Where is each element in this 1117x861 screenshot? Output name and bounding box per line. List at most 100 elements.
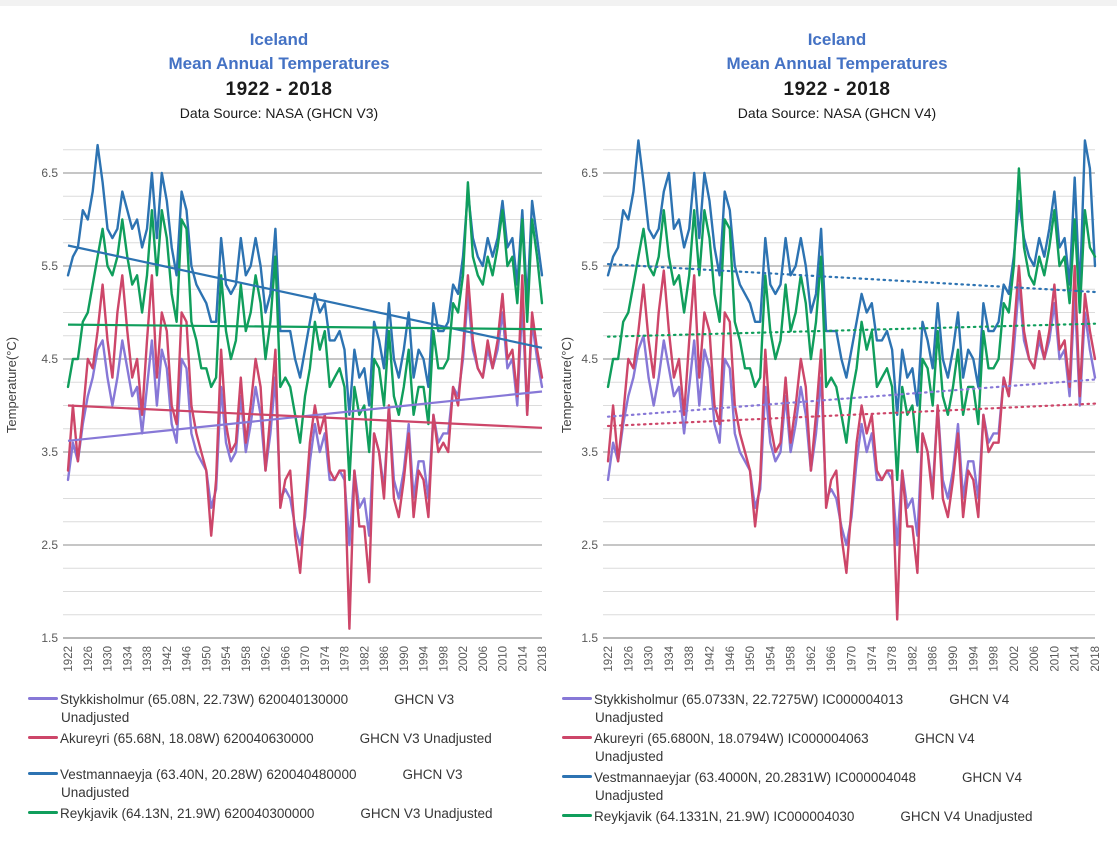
series-line-akureyri: [606, 264, 1097, 621]
x-tick-label: 2006: [1029, 646, 1041, 672]
x-tick-label: 1934: [122, 645, 134, 671]
y-tick-label: 3.5: [41, 445, 58, 459]
trendline-stykkisholmur: [606, 378, 1097, 418]
x-tick-label: 1970: [847, 646, 859, 672]
series-line-akureyri: [66, 274, 544, 630]
legend-item-akureyri: Akureyri (65.6800N, 18.0794W) IC00000406…: [562, 729, 1116, 766]
chart-data-source: Data Source: NASA (GHCN V4): [737, 105, 937, 121]
y-axis-title: Temperature(°C): [4, 337, 19, 433]
x-tick-label: 2002: [458, 646, 470, 672]
x-axis-tick-labels: 1922 1926 1930 1934 1938 1942 1946 1950 1954 1958…: [603, 645, 1102, 671]
x-tick-label: 1922: [603, 646, 615, 672]
x-axis-tick-labels: 1922 1926 1930 1934 1938 1942 1946 1950 1954 1958…: [63, 645, 549, 671]
chart-titles-v3: Iceland Mean Annual Temperatures 1922 - …: [0, 6, 558, 124]
x-tick-label: 1946: [182, 646, 194, 672]
legend-version: GHCN V4: [949, 692, 1010, 707]
legend-swatch-akureyri: [28, 736, 58, 740]
legend-label: Akureyri (65.6800N, 18.0794W) IC00000406…: [594, 731, 869, 746]
x-tick-label: 1930: [644, 646, 656, 672]
x-tick-label: 2006: [478, 646, 490, 672]
gridlines: [603, 149, 1095, 639]
y-tick-label: 6.5: [41, 166, 58, 180]
x-tick-label: 1978: [340, 646, 352, 672]
legend-swatch-vestmannaeyjar: [562, 775, 592, 779]
y-tick-label: 5.5: [41, 259, 58, 273]
x-tick-label: 1938: [684, 646, 696, 672]
legend-version: GHCN V4 Unadjusted: [900, 809, 1033, 824]
legend-wrap-line: Unadjusted: [61, 785, 130, 800]
legend-version: GHCN V4: [961, 770, 1022, 785]
legend-label: Akureyri (65.68N, 18.08W) 620040630000: [60, 731, 314, 746]
x-tick-label: 1998: [989, 646, 1001, 672]
chart-titles-v4: Iceland Mean Annual Temperatures 1922 - …: [558, 6, 1116, 124]
y-axis-tick-labels: 1.5 2.5 3.5 4.5 5.5 6.5: [41, 166, 58, 645]
x-tick-label: 2014: [517, 645, 529, 671]
legend-wrap-line: Unadjusted: [595, 710, 664, 725]
x-tick-label: 1950: [745, 646, 757, 672]
legend-item-akureyri: Akureyri (65.68N, 18.08W) 620040630000 GH…: [28, 729, 558, 748]
legend-label: Reykjavik (64.1331N, 21.9W) IC000004030: [594, 809, 855, 824]
x-tick-label: 1978: [887, 646, 899, 672]
x-tick-label: 1986: [928, 646, 940, 672]
x-tick-label: 1962: [261, 646, 273, 672]
x-tick-label: 1994: [968, 645, 980, 671]
chart-panel-ghcn-v4: Iceland Mean Annual Temperatures 1922 - …: [558, 6, 1116, 828]
y-tick-label: 4.5: [581, 352, 598, 366]
legend-swatch-reykjavik: [28, 811, 58, 815]
legend-label: Vestmannaeyjar (63.4000N, 20.2831W) IC00…: [594, 770, 916, 785]
x-tick-label: 1982: [359, 646, 371, 672]
x-tick-label: 2018: [1090, 646, 1102, 672]
legend-version: GHCN V3: [394, 692, 455, 707]
x-tick-label: 1970: [300, 646, 312, 672]
chart-title-years: 1922 - 2018: [225, 79, 333, 100]
legend-version: GHCN V3 Unadjusted: [359, 731, 492, 746]
x-tick-label: 1946: [725, 646, 737, 672]
y-tick-label: 2.5: [41, 538, 58, 552]
x-tick-label: 1930: [103, 646, 115, 672]
x-tick-label: 1922: [63, 646, 75, 672]
legend-item-reykjavik: Reykjavik (64.13N, 21.9W) 620040300000 GH…: [28, 804, 558, 823]
legend-swatch-stykkisholmur: [562, 697, 592, 701]
legend-item-reykjavik: Reykjavik (64.1331N, 21.9W) IC000004030 G…: [562, 807, 1116, 826]
x-tick-label: 1954: [765, 645, 777, 671]
legend-ghcn-v3: Stykkisholmur (65.08N, 22.73W) 620040130…: [0, 684, 558, 823]
top-strip: [0, 0, 1117, 6]
x-tick-label: 1962: [806, 646, 818, 672]
legend-swatch-reykjavik: [562, 814, 592, 818]
x-tick-label: 2010: [498, 646, 510, 672]
x-tick-label: 1926: [623, 646, 635, 672]
chart-title-main: Mean Annual Temperatures: [726, 54, 948, 73]
legend-item-vestmannaeyja: Vestmannaeyja (63.40N, 20.28W) 620040480…: [28, 765, 558, 802]
chart-title-years: 1922 - 2018: [783, 79, 891, 100]
chart-title-country: Iceland: [807, 30, 867, 49]
trendline-akureyri: [67, 404, 543, 429]
legend-label: Reykjavik (64.13N, 21.9W) 620040300000: [60, 806, 315, 821]
x-tick-label: 1966: [280, 646, 292, 672]
x-tick-label: 1938: [142, 646, 154, 672]
x-tick-label: 2002: [1009, 646, 1021, 672]
x-tick-label: 2010: [1049, 646, 1061, 672]
x-tick-label: 1966: [826, 646, 838, 672]
series-lines: [606, 139, 1097, 621]
x-tick-label: 1942: [162, 646, 174, 672]
y-tick-label: 2.5: [581, 538, 598, 552]
chart-data-source: Data Source: NASA (GHCN V3): [179, 105, 379, 121]
x-tick-label: 1974: [320, 645, 332, 671]
legend-label: Stykkisholmur (65.0733N, 22.7275W) IC000…: [594, 692, 904, 707]
y-tick-label: 3.5: [581, 445, 598, 459]
legend-swatch-akureyri: [562, 736, 592, 740]
x-tick-label: 1950: [201, 646, 213, 672]
trendlines: [67, 244, 543, 442]
y-tick-label: 6.5: [581, 166, 598, 180]
legend-wrap-line: Unadjusted: [595, 788, 664, 803]
series-line-reykjavik: [606, 167, 1097, 482]
y-axis-title: Temperature(°C): [559, 337, 574, 433]
charts-row: Iceland Mean Annual Temperatures 1922 - …: [0, 6, 1117, 828]
trendline-reykjavik: [67, 323, 543, 331]
chart-title-main: Mean Annual Temperatures: [168, 54, 390, 73]
x-tick-label: 1990: [948, 646, 960, 672]
x-tick-label: 1982: [907, 646, 919, 672]
x-tick-label: 1994: [419, 645, 431, 671]
